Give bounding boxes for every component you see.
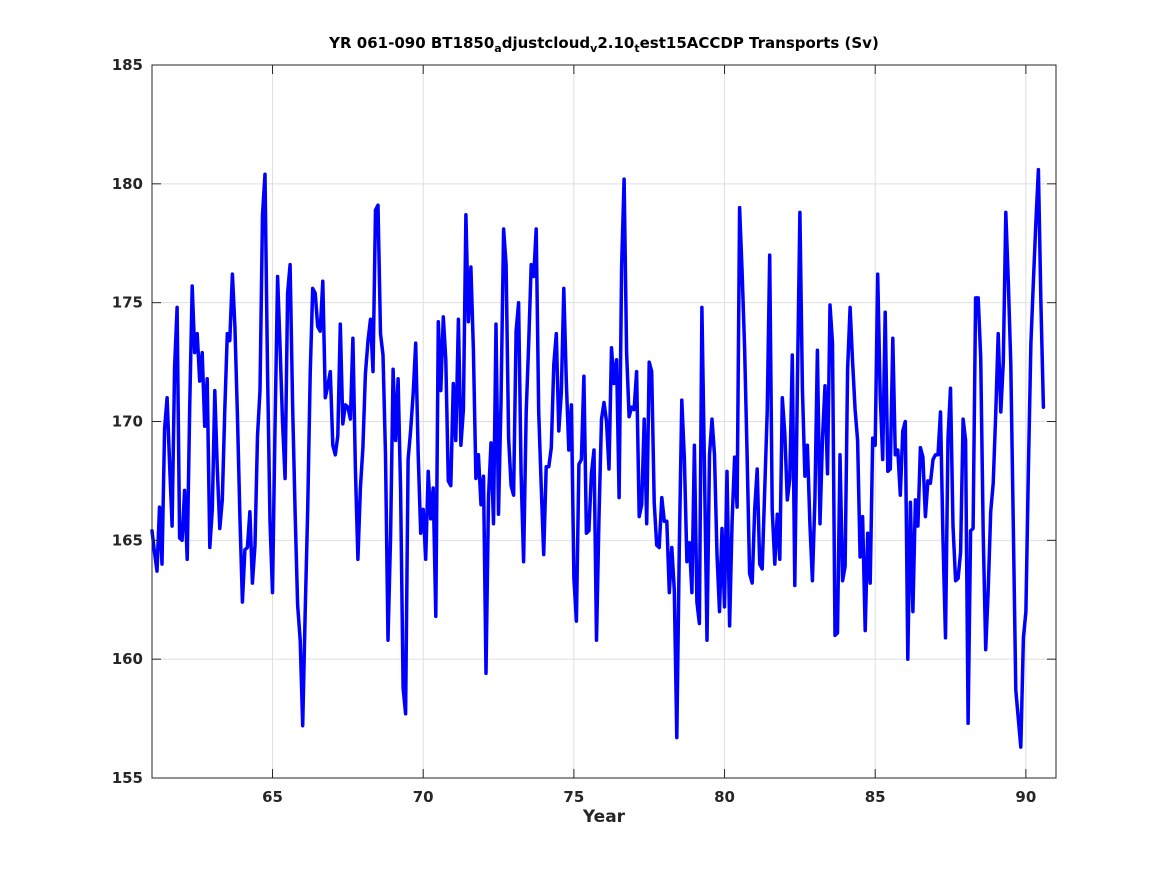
y-tick-label: 185: [112, 56, 143, 74]
axis-ticks: [152, 64, 1056, 779]
x-tick-label: 65: [262, 788, 283, 806]
title-segment: YR 061-090 BT1850: [328, 34, 494, 52]
y-tick-label: 180: [112, 175, 143, 193]
y-tick-label: 165: [112, 531, 143, 549]
tick-labels: 65 70 75 80 85 90 155 160 165 170 175 180 185: [112, 56, 1037, 806]
x-tick-label: 80: [714, 788, 735, 806]
y-tick-label: 170: [112, 413, 143, 431]
title-subscript: v: [590, 42, 598, 55]
x-axis-label: Year: [582, 807, 626, 827]
x-tick-label: 70: [413, 788, 434, 806]
title-segment: djustcloud: [502, 34, 590, 52]
chart-title: YR 061-090 BT1850adjustcloudv2.10test15A…: [328, 34, 879, 55]
series-line: [150, 167, 1046, 749]
x-tick-label: 75: [563, 788, 584, 806]
x-tick-label: 85: [865, 788, 886, 806]
title-subscript: a: [494, 42, 501, 55]
y-tick-label: 160: [112, 650, 143, 668]
x-tick-label: 90: [1015, 788, 1036, 806]
series-layer: [150, 167, 1046, 749]
title-segment: est15ACCDP Transports (Sv): [640, 34, 879, 52]
y-tick-label: 175: [112, 294, 143, 312]
title-subscript: t: [634, 42, 639, 55]
title-segment: 2.10: [597, 34, 634, 52]
y-tick-label: 155: [112, 769, 143, 787]
